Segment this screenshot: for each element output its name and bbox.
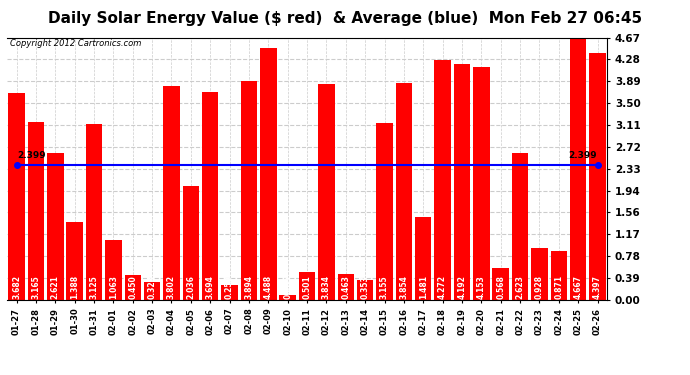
Bar (105, 240, 121, 300)
Text: 3.802: 3.802 (167, 276, 176, 300)
Bar (551, 251, 567, 300)
Text: 0.871: 0.871 (554, 275, 563, 300)
Text: 4.397: 4.397 (593, 276, 602, 300)
Text: 0.085: 0.085 (283, 276, 292, 300)
Bar (124, 275, 141, 300)
Text: 2.623: 2.623 (515, 276, 524, 300)
Bar (493, 268, 509, 300)
Bar (164, 86, 179, 300)
Bar (395, 83, 412, 300)
Bar (357, 280, 373, 300)
Text: 3.854: 3.854 (400, 276, 408, 300)
Text: 3.125: 3.125 (90, 276, 99, 300)
Text: 4.667: 4.667 (573, 276, 582, 300)
Text: 1.063: 1.063 (109, 276, 118, 300)
Bar (279, 295, 296, 300)
Bar (183, 186, 199, 300)
Bar (28, 122, 44, 300)
Text: 0.328: 0.328 (148, 276, 157, 300)
Bar (589, 53, 606, 300)
Text: Copyright 2012 Cartronics.com: Copyright 2012 Cartronics.com (10, 39, 141, 48)
Text: 2.399: 2.399 (568, 150, 597, 159)
Bar (570, 38, 586, 300)
Text: 4.488: 4.488 (264, 275, 273, 300)
Text: Daily Solar Energy Value ($ red)  & Average (blue)  Mon Feb 27 06:45: Daily Solar Energy Value ($ red) & Avera… (48, 11, 642, 26)
Bar (512, 153, 529, 300)
Bar (415, 217, 431, 300)
Bar (221, 285, 238, 300)
Bar (66, 222, 83, 300)
Text: 4.272: 4.272 (438, 276, 447, 300)
Text: 0.501: 0.501 (302, 276, 312, 300)
Bar (435, 60, 451, 300)
Text: 2.621: 2.621 (51, 276, 60, 300)
Text: 3.155: 3.155 (380, 276, 389, 300)
Bar (299, 272, 315, 300)
Text: 0.259: 0.259 (225, 276, 234, 300)
Bar (473, 66, 490, 300)
Bar (318, 84, 335, 300)
Text: 0.353: 0.353 (361, 276, 370, 300)
Text: 0.568: 0.568 (496, 276, 505, 300)
Text: 0.450: 0.450 (128, 276, 137, 300)
Text: 2.399: 2.399 (17, 150, 46, 159)
Text: 1.481: 1.481 (419, 276, 428, 300)
Text: 3.834: 3.834 (322, 276, 331, 300)
Text: 3.694: 3.694 (206, 276, 215, 300)
Bar (202, 92, 219, 300)
Bar (8, 93, 25, 300)
Bar (241, 81, 257, 300)
Bar (144, 282, 160, 300)
Text: 3.165: 3.165 (32, 276, 41, 300)
Bar (86, 124, 102, 300)
Text: 0.463: 0.463 (342, 276, 351, 300)
Text: 3.682: 3.682 (12, 276, 21, 300)
Text: 4.153: 4.153 (477, 276, 486, 300)
Bar (454, 64, 470, 300)
Bar (47, 153, 63, 300)
Text: 4.192: 4.192 (457, 276, 466, 300)
Bar (376, 123, 393, 300)
Bar (337, 274, 354, 300)
Bar (260, 48, 277, 300)
Text: 0.928: 0.928 (535, 276, 544, 300)
Text: 3.894: 3.894 (244, 276, 253, 300)
Bar (531, 248, 548, 300)
Text: 2.036: 2.036 (186, 276, 195, 300)
Text: 1.388: 1.388 (70, 275, 79, 300)
